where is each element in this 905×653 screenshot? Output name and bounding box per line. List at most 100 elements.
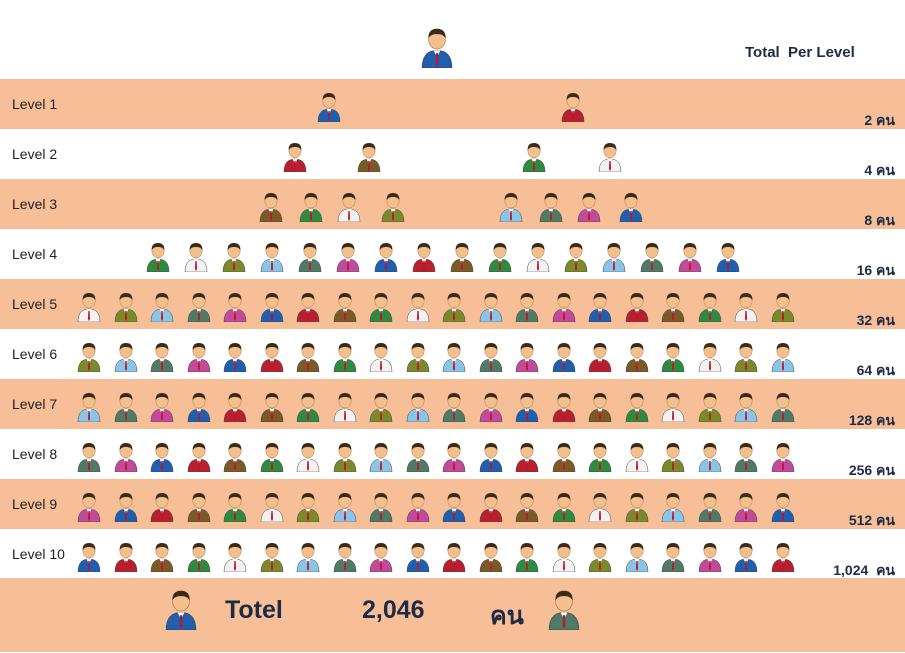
- person-icon: [183, 238, 209, 273]
- person-icon: [660, 538, 686, 573]
- person-icon: [76, 438, 102, 473]
- person-icon: [514, 488, 540, 523]
- person-icon: [587, 388, 613, 423]
- person-icon: [660, 338, 686, 373]
- person-icon: [368, 438, 394, 473]
- footer-left-person-icon: [162, 584, 200, 631]
- footer-band: [0, 578, 905, 652]
- person-icon: [295, 388, 321, 423]
- person-icon: [587, 538, 613, 573]
- person-icon: [145, 238, 171, 273]
- person-icon: [624, 438, 650, 473]
- level-label: Level 1: [12, 96, 58, 112]
- person-icon: [368, 488, 394, 523]
- person-icon: [332, 338, 358, 373]
- person-icon: [618, 188, 644, 223]
- person-icon: [222, 438, 248, 473]
- person-icon: [770, 488, 796, 523]
- person-icon: [441, 438, 467, 473]
- level-row: Level 8 256 คน: [0, 429, 905, 479]
- person-icon: [259, 388, 285, 423]
- person-icon: [660, 288, 686, 323]
- level-total: 256 คน: [848, 462, 895, 478]
- person-icon: [441, 288, 467, 323]
- level-total: 64 คน: [856, 362, 895, 378]
- person-icon: [298, 188, 324, 223]
- person-icon: [441, 338, 467, 373]
- person-icon: [76, 488, 102, 523]
- person-icon: [356, 138, 382, 173]
- person-icon: [525, 238, 551, 273]
- level-row: Level 6 64 คน: [0, 329, 905, 379]
- person-icon: [697, 488, 723, 523]
- person-icon: [76, 288, 102, 323]
- person-icon: [697, 388, 723, 423]
- person-icon: [186, 288, 212, 323]
- person-icon: [624, 388, 650, 423]
- person-icon: [335, 238, 361, 273]
- person-icon: [660, 488, 686, 523]
- person-icon: [113, 488, 139, 523]
- person-icon: [259, 338, 285, 373]
- person-icon: [316, 88, 342, 123]
- person-icon: [660, 438, 686, 473]
- person-icon: [332, 388, 358, 423]
- person-icon: [295, 338, 321, 373]
- person-icon: [76, 538, 102, 573]
- person-icon: [76, 338, 102, 373]
- person-icon: [332, 288, 358, 323]
- level-label: Level 3: [12, 196, 58, 212]
- person-icon: [368, 388, 394, 423]
- person-icon: [770, 338, 796, 373]
- level-row: Level 2 4 คน: [0, 129, 905, 179]
- person-icon: [222, 538, 248, 573]
- person-icon: [624, 288, 650, 323]
- level-total: 8 คน: [864, 212, 895, 228]
- person-icon: [587, 438, 613, 473]
- person-icon: [186, 388, 212, 423]
- person-icon: [368, 288, 394, 323]
- person-icon: [551, 438, 577, 473]
- level-label: Level 7: [12, 396, 58, 412]
- person-icon: [405, 288, 431, 323]
- level-label: Level 10: [12, 546, 65, 562]
- level-row: Level 10 1,024 คน: [0, 529, 905, 579]
- person-icon: [259, 538, 285, 573]
- person-icon: [336, 188, 362, 223]
- person-icon: [405, 438, 431, 473]
- person-icon: [498, 188, 524, 223]
- person-icon: [733, 388, 759, 423]
- person-icon: [733, 338, 759, 373]
- person-icon: [733, 488, 759, 523]
- person-icon: [587, 488, 613, 523]
- person-icon: [113, 438, 139, 473]
- person-icon: [441, 488, 467, 523]
- level-total: 512 คน: [848, 512, 895, 528]
- person-icon: [259, 438, 285, 473]
- person-icon: [624, 488, 650, 523]
- person-icon: [697, 438, 723, 473]
- person-icon: [551, 538, 577, 573]
- level-row: Level 5 32 คน: [0, 279, 905, 329]
- person-icon: [405, 338, 431, 373]
- person-icon: [297, 238, 323, 273]
- person-icon: [76, 388, 102, 423]
- person-icon: [295, 288, 321, 323]
- level-total: 1,024 คน: [833, 562, 895, 578]
- person-icon: [639, 238, 665, 273]
- level-total: 2 คน: [864, 112, 895, 128]
- level-label: Level 4: [12, 246, 58, 262]
- person-icon: [538, 188, 564, 223]
- person-icon: [551, 488, 577, 523]
- person-icon: [149, 438, 175, 473]
- person-icon: [478, 488, 504, 523]
- footer-total-label: Totel: [225, 596, 283, 624]
- person-icon: [478, 438, 504, 473]
- level-total: 4 คน: [864, 162, 895, 178]
- person-icon: [332, 438, 358, 473]
- person-icon: [113, 388, 139, 423]
- level-row: Level 3 8 คน: [0, 179, 905, 229]
- level-total: 32 คน: [856, 312, 895, 328]
- person-icon: [601, 238, 627, 273]
- person-icon: [405, 538, 431, 573]
